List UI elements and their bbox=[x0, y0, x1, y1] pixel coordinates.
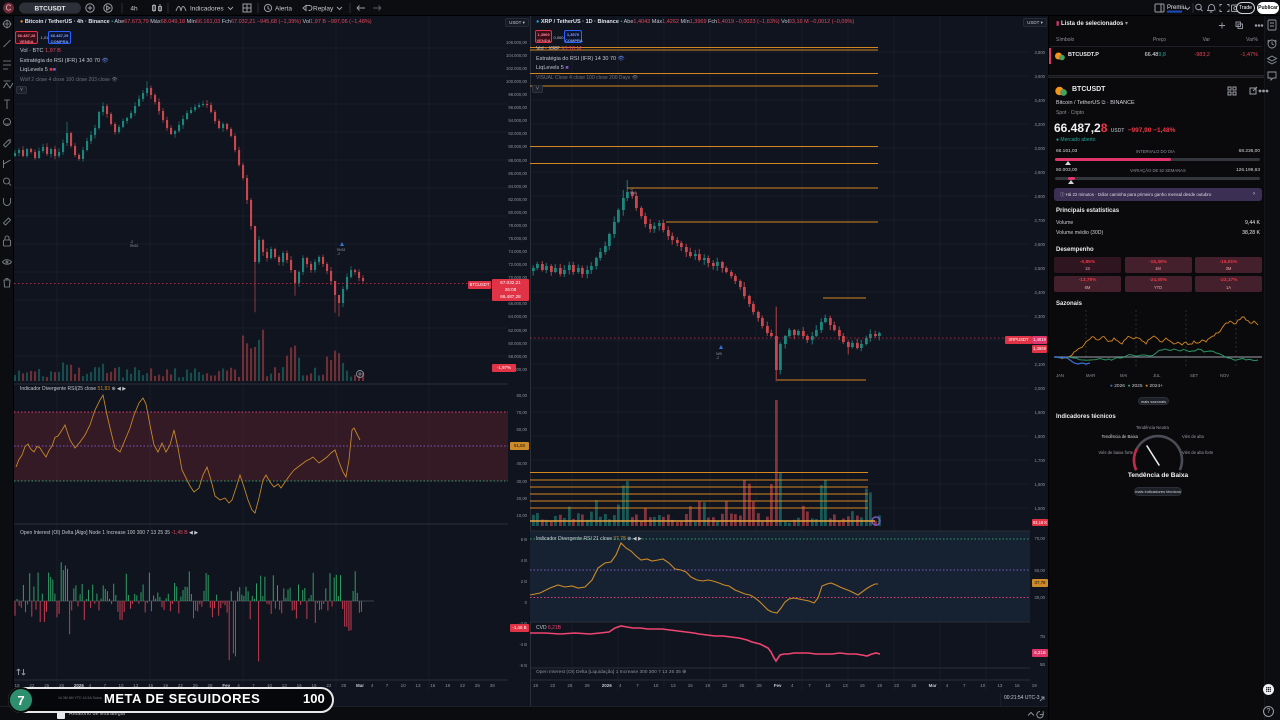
svg-text:Premiu: Premiu bbox=[1167, 5, 1186, 11]
svg-text:C: C bbox=[6, 4, 12, 13]
svg-text:BTCUSDT: BTCUSDT bbox=[34, 6, 65, 13]
svg-text:Alerta: Alerta bbox=[275, 6, 292, 13]
svg-text:Replay: Replay bbox=[313, 6, 334, 13]
svg-text:Indicadores: Indicadores bbox=[190, 6, 224, 13]
svg-text:4h: 4h bbox=[130, 6, 138, 13]
